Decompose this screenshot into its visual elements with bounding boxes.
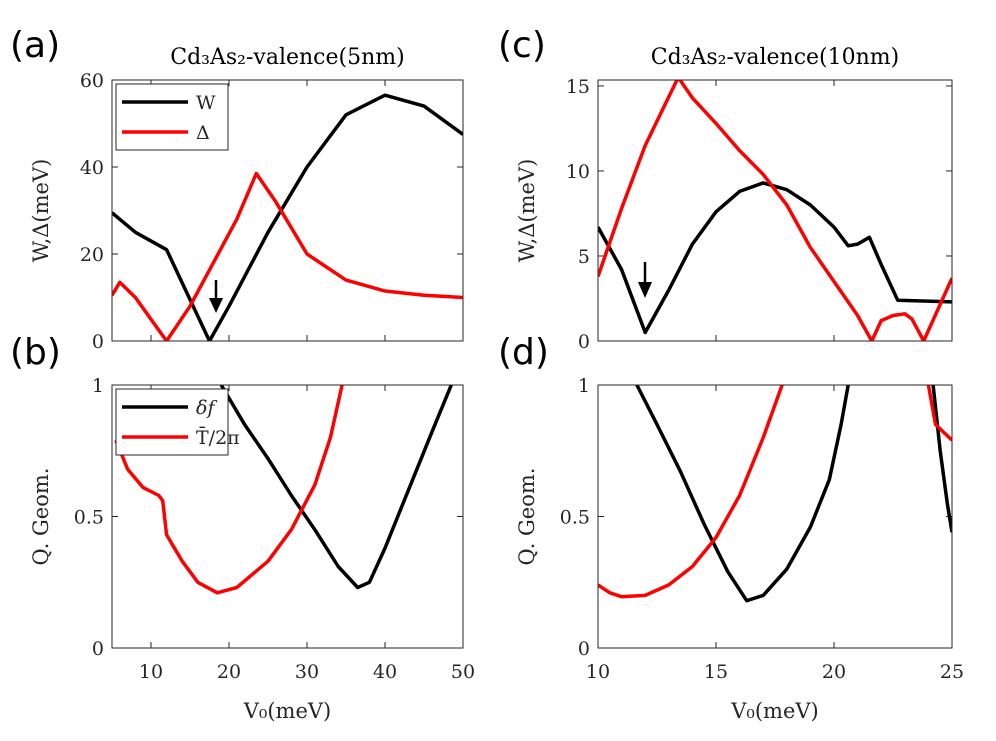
- axes-frame: [597, 79, 953, 342]
- y-tick-label: 0: [578, 638, 590, 660]
- plot-area: [112, 93, 463, 341]
- series-line: [598, 80, 952, 341]
- y-axis-label: W,Δ(meV): [515, 159, 539, 263]
- y-tick-label: 15: [566, 76, 590, 98]
- y-axis-label: Q. Geom.: [515, 468, 539, 566]
- x-tick-label: 20: [822, 661, 846, 683]
- y-tick-label: 1: [578, 375, 590, 397]
- series-line: [635, 385, 952, 603]
- y-tick-label: 0.5: [74, 507, 104, 529]
- axes-frame: [111, 79, 464, 342]
- panel-label: (a): [10, 25, 60, 66]
- y-tick-label: 0: [92, 331, 104, 353]
- x-axis-label: V₀(meV): [243, 699, 331, 723]
- y-tick-label: 0: [92, 638, 104, 660]
- axes-frame: [597, 384, 953, 649]
- x-tick-label: 30: [295, 661, 319, 683]
- x-tick-label: 15: [704, 661, 728, 683]
- y-tick-label: 0.5: [560, 507, 590, 529]
- panel-label: (c): [498, 25, 546, 66]
- y-tick-label: 40: [80, 157, 104, 179]
- y-tick-label: 5: [578, 246, 590, 268]
- legend-label: δf: [196, 397, 217, 419]
- plot-area: [114, 385, 453, 595]
- series-line: [598, 181, 952, 335]
- x-tick-label: 10: [139, 661, 163, 683]
- panel-label: (d): [498, 332, 549, 373]
- axes-frame: [111, 384, 464, 649]
- legend-box: [115, 388, 229, 456]
- y-tick-label: 10: [566, 161, 590, 183]
- legend-label: Δ: [196, 122, 210, 144]
- legend-label: T̄/2π: [196, 426, 240, 449]
- series-line: [219, 385, 453, 590]
- series-line: [112, 171, 463, 341]
- y-axis-label: W,Δ(meV): [29, 159, 53, 263]
- y-tick-label: 1: [92, 375, 104, 397]
- plot-area: [598, 80, 952, 341]
- series-line: [114, 385, 344, 595]
- plot-area: [598, 385, 952, 603]
- chart-title: Cd₃As₂-valence(5nm): [170, 45, 404, 70]
- y-tick-label: 60: [80, 70, 104, 92]
- y-tick-label: 0: [578, 331, 590, 353]
- legend-label: W: [196, 92, 216, 114]
- x-tick-label: 50: [451, 661, 475, 683]
- series-line: [598, 385, 952, 599]
- x-tick-label: 10: [586, 661, 610, 683]
- series-line: [112, 93, 463, 341]
- x-axis-label: V₀(meV): [730, 699, 818, 723]
- chart-title: Cd₃As₂-valence(10nm): [651, 45, 899, 70]
- x-tick-label: 20: [217, 661, 241, 683]
- y-tick-label: 20: [80, 244, 104, 266]
- x-tick-label: 25: [940, 661, 964, 683]
- arrow: [209, 262, 652, 313]
- x-tick-label: 40: [373, 661, 397, 683]
- panel-label: (b): [10, 332, 61, 373]
- legend-box: [115, 83, 229, 151]
- y-axis-label: Q. Geom.: [29, 468, 53, 566]
